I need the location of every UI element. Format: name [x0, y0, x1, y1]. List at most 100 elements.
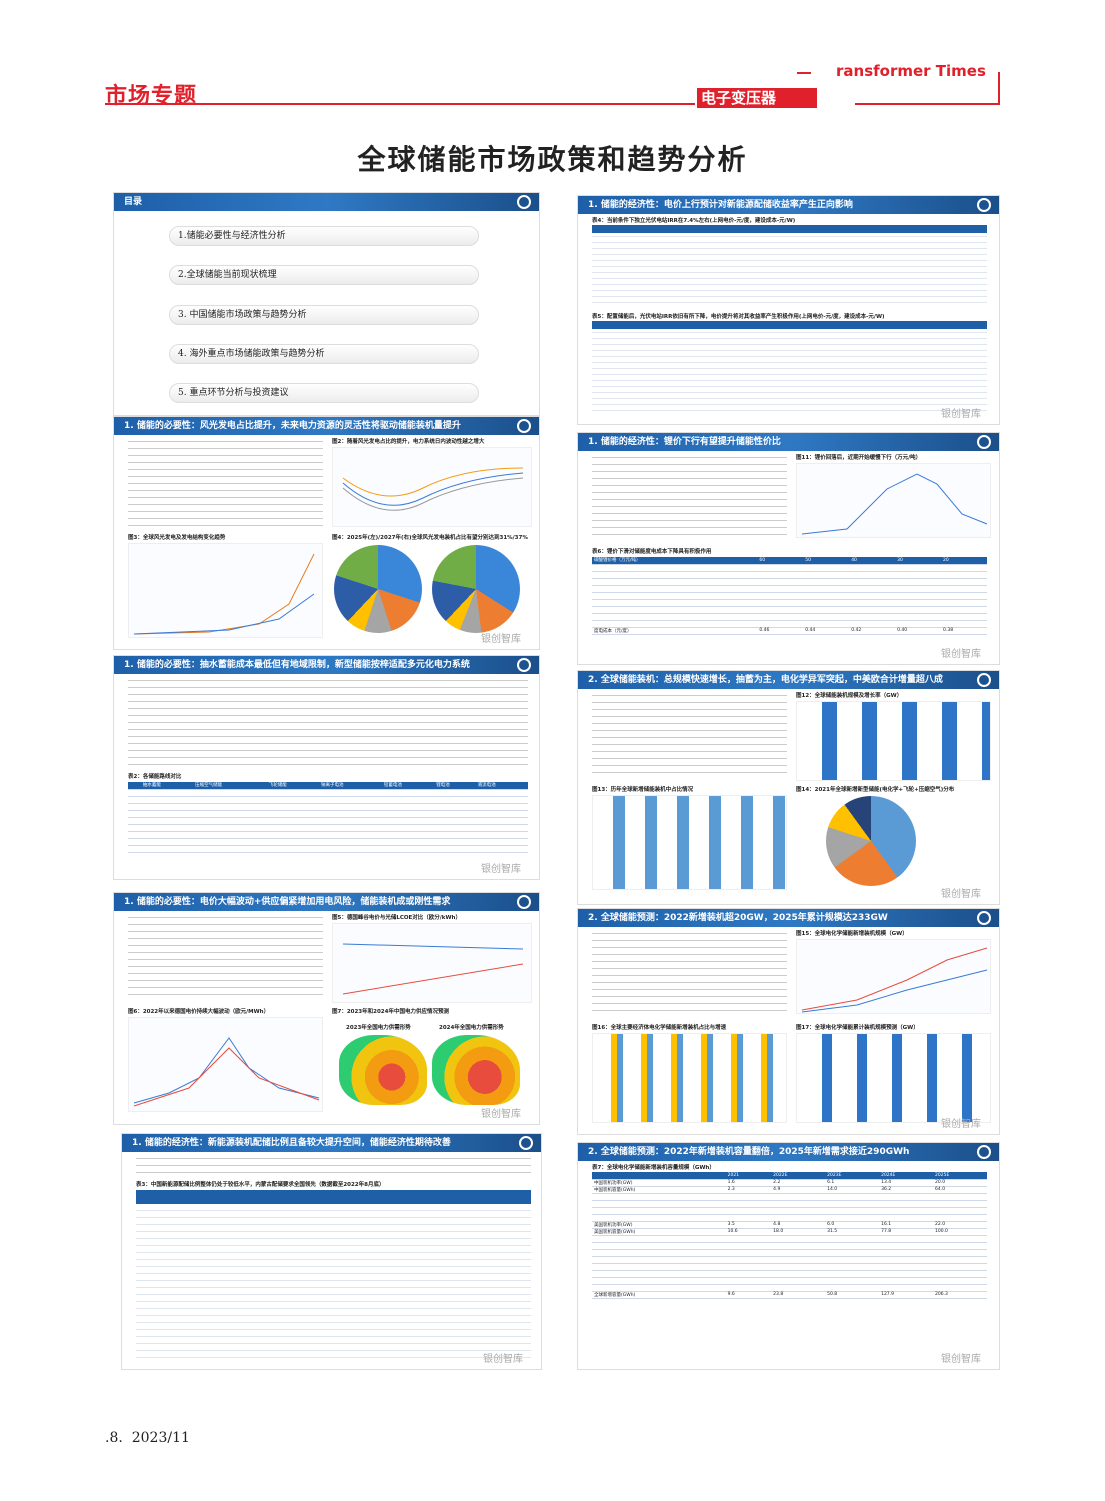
td: 13.4: [879, 1179, 934, 1187]
td: 206.3: [933, 1291, 987, 1299]
body-text: [592, 455, 787, 540]
header-rule: [105, 103, 695, 105]
figure-caption: 图6：2022年以来德国电价持续大幅波动（欧元/MWh）: [128, 1009, 270, 1015]
logo-icon: [977, 1145, 991, 1159]
header-dash: [797, 72, 811, 74]
brand-en: ransformer Times: [836, 62, 986, 80]
th: 铅蓄电池: [381, 782, 435, 790]
figure-caption: 图7：2023年和2024年中国电力供应情况预测: [332, 1009, 449, 1015]
td: 度电成本（元/度）: [592, 627, 758, 635]
td: 16.1: [879, 1221, 934, 1229]
td: 23.8: [771, 1291, 826, 1299]
table-caption: 表7：全球电化学储能新增装机容量规模（GWh）: [592, 1165, 715, 1171]
th: 碳酸锂价格（万元/吨）: [592, 557, 758, 565]
brand-logo: 电子变压器: [697, 88, 817, 108]
figure-caption: 图17：全球电化学储能累计装机规模预测（GW）: [796, 1025, 919, 1031]
line-chart: [332, 447, 532, 527]
th: 2024E: [879, 1172, 934, 1180]
slide-title: 1. 储能的经济性：锂价下行有望提升储能性价比: [588, 437, 781, 447]
slide-irr: 1. 储能的经济性：电价上行预计对新能源配储收益率产生正向影响 表4：当前条件下…: [577, 195, 1000, 425]
logo-icon: [517, 895, 531, 909]
slide-title-bar: 目录: [114, 193, 539, 211]
td: 全球新增容量(GWh): [592, 1291, 726, 1299]
issue-date: 2023/11: [131, 1430, 190, 1446]
generation-trend: [133, 553, 315, 635]
td: 36.2: [879, 1186, 934, 1194]
watermark: 银创智库: [941, 649, 981, 660]
th: 2022E: [771, 1172, 826, 1180]
td: 中国装机功率(GW): [592, 1179, 726, 1187]
map-title: 2024年全国电力供需形势: [439, 1025, 504, 1031]
logo-icon: [977, 911, 991, 925]
figure-caption: 图14：2021年全球新增新型储能(电化学+飞轮+压缩空气)分布: [796, 787, 955, 793]
th: 2023E: [825, 1172, 880, 1180]
td: 77.8: [879, 1228, 934, 1236]
figure-caption: 图2：随着风光发电占比的提升，电力系统日内波动性越之增大: [332, 439, 485, 445]
figure-caption: 图13：历年全球新增储能装机中占比情况: [592, 787, 694, 793]
section-label: 市场专题: [105, 84, 198, 109]
watermark: 银创智库: [941, 409, 981, 420]
figure-caption: 图11：锂价回落后，近期开始缓慢下行（万元/吨）: [796, 455, 922, 461]
toc-item[interactable]: 4. 海外重点市场储能政策与趋势分析: [169, 344, 479, 364]
irr-table: [592, 225, 987, 307]
td: 6.1: [825, 1179, 880, 1187]
toc-item[interactable]: 1.储能必要性与经济性分析: [169, 226, 479, 246]
slide-title: 1. 储能的经济性：新能源装机配储比例且备较大提升空间，储能经济性期待改善: [132, 1138, 451, 1148]
td: 3.5: [725, 1221, 772, 1229]
slide-title: 1. 储能的必要性：抽水蓄能成本最低但有地域限制，新型储能按梓适配多元化电力系统: [124, 660, 470, 670]
body-text: [128, 915, 323, 1000]
td: 20.0: [933, 1179, 987, 1187]
figure-caption: 图12：全球储能装机规模及增长率（GW）: [796, 693, 903, 699]
td: 0.46: [757, 627, 804, 635]
td: 50.8: [825, 1291, 880, 1299]
td: 22.0: [933, 1221, 987, 1229]
slide-title: 1. 储能的必要性：风光发电占比提升，未来电力资源的灵活性将驱动储能装机量提升: [124, 421, 461, 431]
th: 2021: [725, 1172, 772, 1180]
body-text: [128, 439, 323, 529]
th: 抽水蓄能: [140, 782, 194, 790]
td: 127.9: [879, 1291, 934, 1299]
td: 0.44: [803, 627, 850, 635]
slide-title: 2. 全球储能装机：总规模快速增长，抽蓄为主，电化学异军突起，中美欧合计增量超八…: [588, 675, 943, 685]
td: 100.0: [933, 1228, 987, 1236]
map-title: 2023年全国电力供需形势: [346, 1025, 411, 1031]
td: 4.9: [771, 1186, 826, 1194]
logo-icon: [977, 673, 991, 687]
gwh-table: 2021 2022E 2023E 2024E 2025E 中国装机功率(GW) 1.6 2.…: [592, 1172, 987, 1299]
logo-icon: [519, 1136, 533, 1150]
province-table: [136, 1190, 531, 1360]
th: 飞轮储能: [266, 782, 319, 790]
slide-gwh-forecast: 2. 全球储能预测：2022年新增装机容量翻倍，2025年新增需求接近290GW…: [577, 1142, 1000, 1370]
watermark: 银创智库: [483, 1354, 523, 1365]
logo-icon: [517, 658, 531, 672]
pie-chart-2025: [334, 545, 422, 633]
td: 64.0: [933, 1186, 987, 1194]
td: 1.6: [725, 1179, 772, 1187]
logo-icon: [517, 419, 531, 433]
table-caption: 表2：各储能路线对比: [128, 774, 182, 780]
table-caption: 表3：中国新能源配储比例整体仍处于较低水平，内蒙古配储要求全国领先（数据截至20…: [136, 1182, 385, 1188]
th: [592, 1172, 726, 1180]
slide-forecast: 2. 全球储能预测：2022新增装机超20GW，2025年累计规模达233GW …: [577, 908, 1000, 1135]
toc-item[interactable]: 5. 重点环节分析与投资建议: [169, 383, 479, 403]
td: 0.40: [895, 627, 942, 635]
toc-title: 目录: [124, 197, 143, 207]
slide-lithium-price: 1. 储能的经济性：锂价下行有望提升储能性价比 图11：锂价回落后，近期开始缓慢…: [577, 432, 1000, 665]
economy-share-chart: [592, 1033, 787, 1123]
td: 18.0: [771, 1228, 826, 1236]
td: 0.42: [849, 627, 896, 635]
toc-item[interactable]: 3. 中国储能市场政策与趋势分析: [169, 305, 479, 325]
logo-icon: [977, 198, 991, 212]
distribution-pie: [826, 796, 916, 886]
toc-item[interactable]: 2.全球储能当前现状梳理: [169, 265, 479, 285]
td: 14.0: [825, 1186, 880, 1194]
td: 9.6: [725, 1291, 772, 1299]
th: 液流电池: [475, 782, 528, 790]
figure-caption: 图16：全球主要经济体电化学储能新增装机占比与增速: [592, 1025, 727, 1031]
figure-caption: 图5：德国峰谷电价与光储LCOE对比（欧分/kWh）: [332, 915, 461, 921]
install-bar-chart: [796, 701, 991, 781]
share-bar-chart: [592, 795, 787, 890]
logo-icon: [517, 195, 531, 209]
watermark: 银创智库: [481, 1109, 521, 1120]
cumulative-chart: [796, 1033, 991, 1123]
